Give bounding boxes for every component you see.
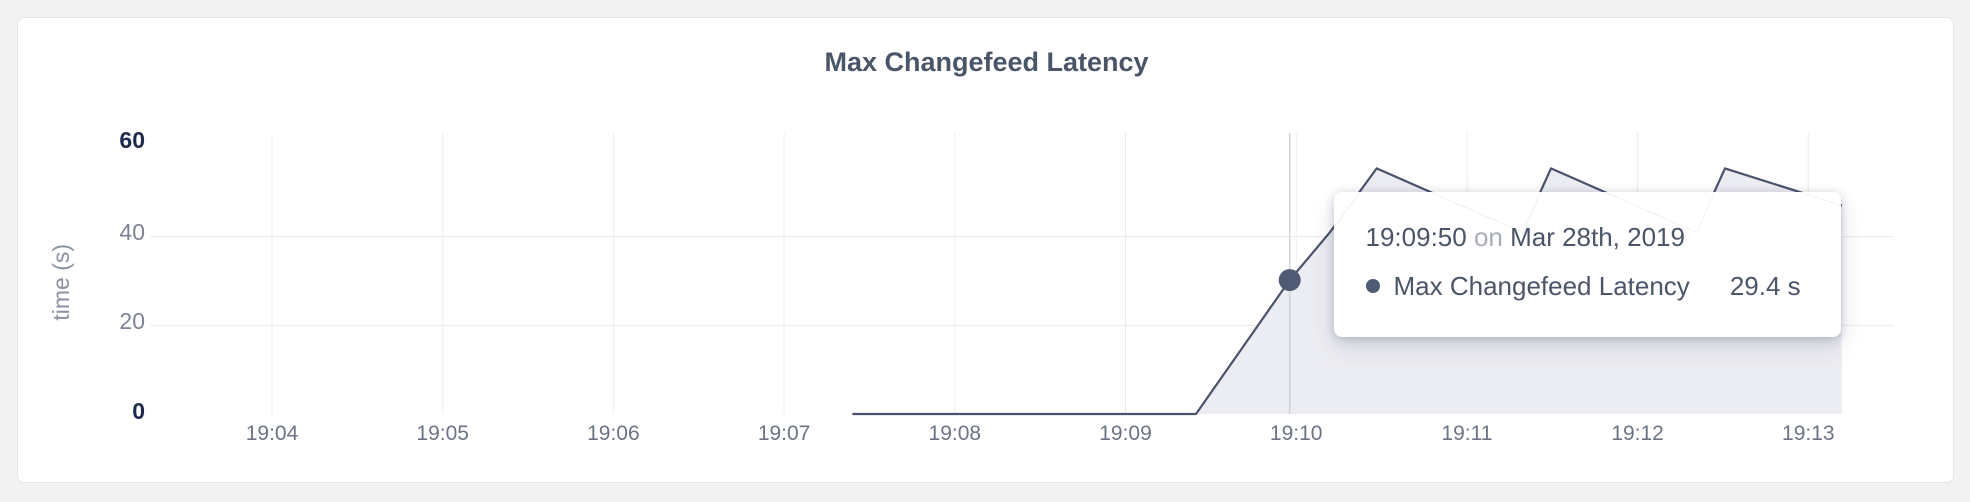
svg-text:60: 60 [119,127,145,153]
svg-text:19:06: 19:06 [587,422,640,445]
svg-text:19:08: 19:08 [929,422,982,445]
svg-text:19:07: 19:07 [758,422,811,445]
svg-text:time (s): time (s) [48,244,74,321]
svg-text:19:09: 19:09 [1099,422,1152,445]
svg-text:0: 0 [132,398,145,424]
svg-text:19:11: 19:11 [1441,422,1492,445]
svg-text:19:04: 19:04 [246,422,299,445]
svg-text:19:13: 19:13 [1782,422,1835,445]
svg-text:20: 20 [119,308,145,334]
svg-text:19:05: 19:05 [416,422,469,445]
svg-text:19:12: 19:12 [1611,422,1664,445]
svg-text:40: 40 [119,219,145,245]
svg-text:19:10: 19:10 [1270,422,1323,445]
